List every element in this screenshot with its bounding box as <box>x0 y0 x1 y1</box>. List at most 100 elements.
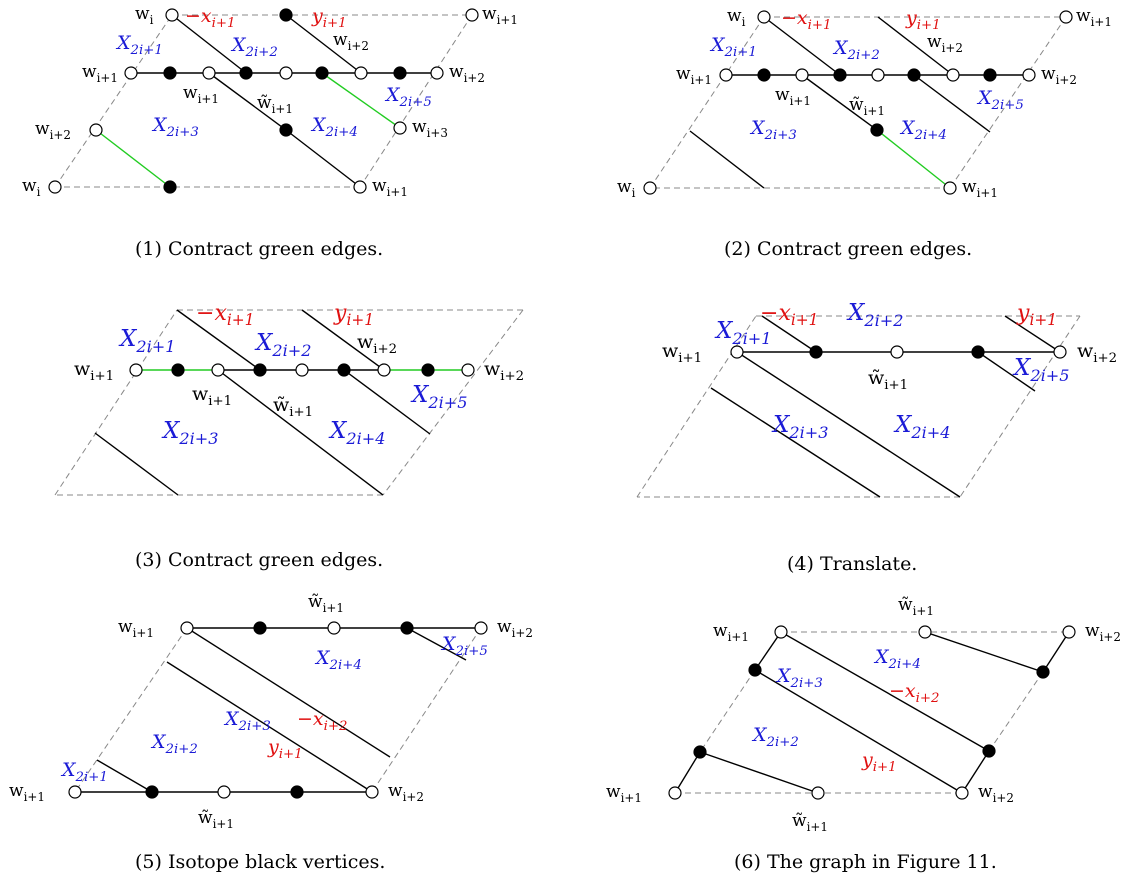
white-vertex <box>757 10 771 24</box>
edge-weight-label: yi+1 <box>905 7 941 33</box>
edge <box>301 309 385 371</box>
vertex-label: w̃i+1 <box>898 595 934 618</box>
face-label: X2i+4 <box>893 412 951 442</box>
caption: (3) Contract green edges. <box>135 549 383 571</box>
edge <box>176 309 261 371</box>
face-label: X2i+1 <box>115 32 163 58</box>
white-vertex <box>295 363 309 377</box>
black-vertex <box>239 66 253 80</box>
white-vertex <box>890 345 904 359</box>
white-vertex <box>202 66 216 80</box>
edge <box>343 369 431 435</box>
white-vertex <box>1062 625 1076 639</box>
vertex-label: wi+2 <box>449 62 485 85</box>
black-vertex <box>163 66 177 80</box>
edge-weight-label: −xi+2 <box>889 680 940 706</box>
edge <box>736 351 961 498</box>
boundary-edge <box>74 627 188 793</box>
black-vertex <box>279 8 293 22</box>
white-vertex <box>1053 345 1067 359</box>
black-vertex <box>971 345 985 359</box>
white-vertex <box>377 363 391 377</box>
edge <box>186 627 391 758</box>
face-label: X2i+5 <box>440 633 488 659</box>
edge <box>166 661 373 793</box>
vertex-label: wi+1 <box>192 383 232 409</box>
white-vertex <box>774 625 788 639</box>
panel-3: wi+1 wi+2 wi+1 wi+2 w̃i+1 −xi+1 yi+1 X2i… <box>54 301 524 571</box>
boundary-edge <box>54 309 178 496</box>
vertex-label: wi+1 <box>372 176 408 199</box>
boundary-edge <box>959 315 1081 498</box>
face-label: X2i+4 <box>328 418 386 448</box>
face-label: X2i+4 <box>314 647 362 673</box>
white-vertex <box>465 8 479 22</box>
white-vertex <box>217 785 231 799</box>
vertex-label: wi+2 <box>978 782 1014 805</box>
panel-4: wi+1 wi+2 w̃i+1 −xi+1 yi+1 X2i+1 X2i+2 X… <box>636 300 1117 575</box>
black-vertex <box>253 621 267 635</box>
boundary-edge <box>371 627 482 793</box>
white-vertex <box>943 181 957 195</box>
edge-weight-label: yi+1 <box>1016 301 1057 329</box>
boundary-edge <box>382 309 524 496</box>
edge <box>754 631 782 671</box>
vertex-label: wi+2 <box>1085 621 1121 644</box>
edge <box>689 130 765 189</box>
vertex-label: wi+2 <box>1077 340 1117 366</box>
edge <box>961 750 990 794</box>
face-label: X2i+3 <box>775 665 823 691</box>
vertex-label: wi+1 <box>606 782 642 805</box>
boundary-edge <box>649 16 765 189</box>
vertex-label: w̃i+1 <box>792 811 828 834</box>
edge <box>1042 631 1070 673</box>
white-vertex <box>668 786 682 800</box>
white-vertex <box>327 621 341 635</box>
black-vertex <box>393 66 407 80</box>
edge <box>913 74 991 133</box>
vertex-label: wi+1 <box>775 85 811 108</box>
edge <box>285 14 362 74</box>
edge <box>1004 315 1061 353</box>
caption: (5) Isotope black vertices. <box>135 851 385 873</box>
boundary-edge <box>54 14 173 188</box>
vertex-label: wi+2 <box>388 781 424 804</box>
edge <box>285 129 361 188</box>
green-edge <box>321 72 401 129</box>
black-vertex <box>315 66 329 80</box>
boundary-edge <box>699 669 756 753</box>
face-label: X2i+3 <box>223 708 271 734</box>
edge-weight-label: yi+1 <box>267 736 303 762</box>
vertex-label: w̃i+1 <box>308 592 344 615</box>
vertex-label: w̃i+1 <box>198 808 234 831</box>
face-label: X2i+2 <box>150 731 198 757</box>
vertex-label: wi <box>727 6 746 29</box>
black-vertex <box>693 745 707 759</box>
white-vertex <box>643 181 657 195</box>
white-vertex <box>365 785 379 799</box>
edge <box>754 669 963 794</box>
edge <box>674 751 701 794</box>
face-label: X2i+1 <box>60 759 108 785</box>
white-vertex <box>354 66 368 80</box>
boundary-edge <box>359 14 473 188</box>
edge <box>924 631 1044 673</box>
panel-2: wi wi+1 wi+1 wi+2 wi+1 wi+2 w̃i+1 wi wi+… <box>617 6 1112 260</box>
edge <box>171 14 247 74</box>
face-label: X2i+2 <box>230 34 278 60</box>
black-vertex <box>983 68 997 82</box>
white-vertex <box>1059 10 1073 24</box>
face-label: X2i+4 <box>873 646 921 672</box>
edge-weight-label: yi+1 <box>861 749 897 775</box>
white-vertex <box>811 786 825 800</box>
black-vertex <box>1036 665 1050 679</box>
edge-weight-label: yi+1 <box>311 5 347 31</box>
black-vertex <box>253 363 267 377</box>
vertex-label: wi <box>135 4 154 27</box>
green-edge <box>95 129 171 188</box>
black-vertex <box>757 68 771 82</box>
edge <box>763 16 841 76</box>
edge <box>406 627 467 661</box>
edge-weight-label: −xi+2 <box>297 708 348 734</box>
